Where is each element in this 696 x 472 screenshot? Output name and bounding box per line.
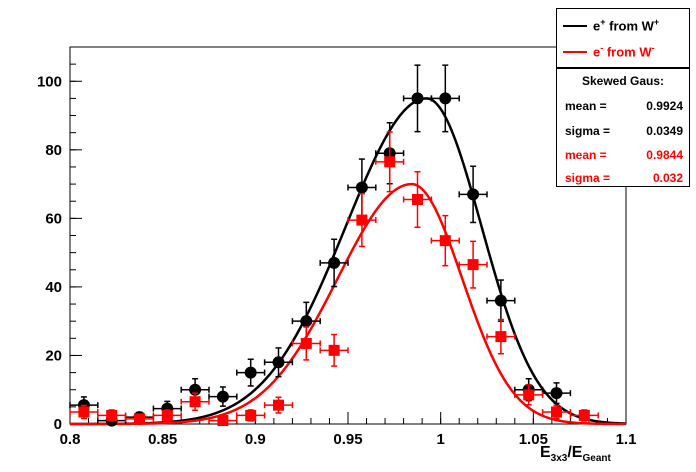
marker-square [300, 337, 312, 349]
positron-data-point [430, 64, 460, 133]
legend-entry-positron: e+ from W+ [557, 15, 689, 37]
x-tick-label: 0.9 [245, 431, 266, 448]
positron-data-point [263, 347, 294, 378]
electron-data-point [291, 326, 321, 361]
marker-square [328, 344, 340, 356]
marker-circle [272, 356, 285, 369]
y-tick-label: 40 [45, 279, 62, 296]
legend-entry-electron: e- from W- [557, 41, 689, 63]
electron-data-point [458, 240, 488, 289]
electron-data-point [97, 409, 127, 422]
marker-square [356, 214, 368, 226]
electron-data-point [208, 415, 238, 427]
marker-circle [439, 92, 452, 105]
electron-data-point [347, 192, 377, 248]
positron-data-point [291, 301, 321, 341]
x-tick-label: 0.8 [60, 431, 81, 448]
x-tick-label: 1 [436, 431, 444, 448]
marker-square [273, 399, 284, 411]
marker-square [384, 156, 396, 168]
stats-title: Skewed Gaus: [581, 74, 665, 88]
marker-square [106, 409, 118, 421]
marker-square [189, 396, 201, 408]
electron-data-point [569, 409, 599, 422]
marker-circle [467, 188, 480, 201]
positron-data-point [541, 382, 572, 405]
electron-data-point [402, 171, 433, 229]
electron-data-point [180, 392, 210, 412]
electron-data-point [236, 409, 266, 422]
positron-data-point [236, 358, 266, 387]
x-tick-label: 1.1 [616, 431, 637, 448]
marker-square [495, 331, 507, 343]
marker-square [134, 413, 145, 425]
electron-data-point [486, 318, 516, 355]
positron-data-point [486, 279, 516, 322]
marker-square [578, 409, 590, 421]
electron-data-point [263, 396, 294, 414]
y-tick-label: 80 [45, 142, 62, 159]
legend-label-electron: e- from W- [593, 43, 655, 60]
x-tick-label: 0.95 [333, 431, 362, 448]
marker-circle [328, 256, 341, 269]
marker-circle [355, 181, 368, 194]
positron-data-point [208, 386, 238, 407]
marker-circle [216, 390, 229, 403]
marker-square [439, 235, 451, 247]
electron-data-point [319, 333, 349, 367]
marker-circle [494, 294, 507, 307]
electron-data-point [514, 384, 544, 406]
marker-square [467, 259, 479, 271]
electron-data-point [152, 409, 182, 422]
positron-data-point [319, 238, 349, 288]
plot-frame [69, 46, 627, 425]
marker-square [551, 406, 562, 418]
marker-square [161, 409, 173, 421]
x-tick-label: 0.85 [148, 431, 177, 448]
marker-square [245, 409, 257, 421]
marker-square [412, 194, 423, 206]
legend: e+ from W+ e- from W- [556, 8, 690, 68]
fit-stats-box: Skewed Gaus: mean = 0.9924 sigma = 0.0349 … [556, 68, 690, 187]
positron-data-point [458, 165, 488, 224]
electron-data-point [69, 404, 99, 420]
data-points [69, 64, 599, 427]
y-tick-label: 0 [54, 416, 62, 433]
electron-data-point [375, 131, 405, 193]
legend-swatch-red [563, 51, 587, 53]
marker-square [217, 415, 229, 427]
x-axis-title: E3x3/EGeant [540, 444, 611, 465]
electron-data-point [430, 214, 460, 267]
fit-curve-electron [70, 182, 626, 426]
legend-label-positron: e+ from W+ [593, 17, 660, 34]
plot-area-border [69, 46, 627, 425]
y-tick-label: 60 [45, 210, 62, 227]
marker-square [523, 389, 535, 401]
positron-data-point [402, 64, 433, 133]
marker-circle [244, 366, 257, 379]
legend-swatch-black [563, 25, 587, 27]
marker-circle [550, 387, 563, 400]
marker-circle [411, 92, 424, 105]
x-tick-label: 1.05 [519, 431, 548, 448]
marker-square [78, 406, 90, 418]
marker-circle [300, 315, 313, 328]
y-tick-label: 20 [45, 347, 62, 364]
y-tick-label: 100 [37, 73, 62, 90]
